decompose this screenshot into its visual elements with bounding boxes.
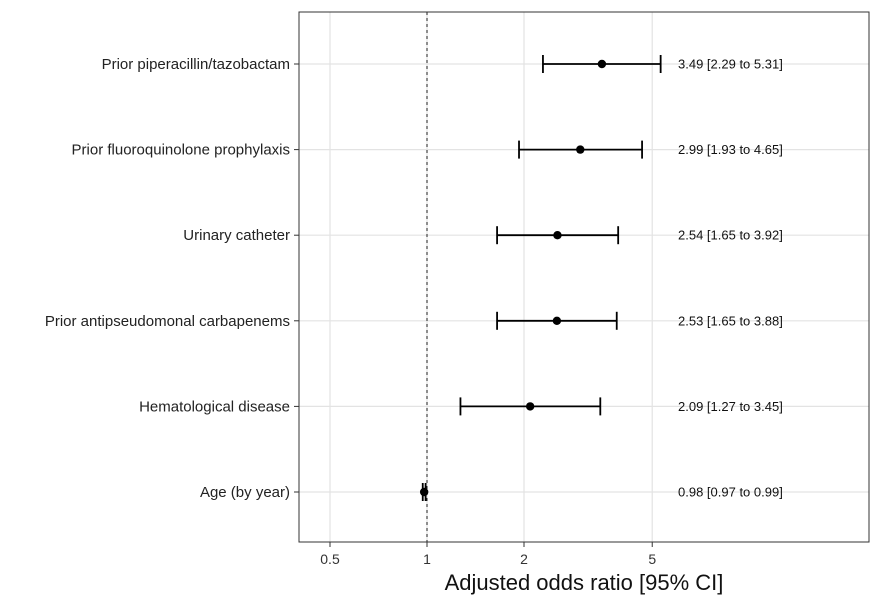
ci-text-label: 0.98 [0.97 to 0.99] [678, 485, 783, 500]
row-label: Urinary catheter [183, 227, 290, 244]
row-label: Prior antipseudomonal carbapenems [45, 313, 290, 330]
x-tick-label: 2 [520, 551, 528, 567]
row-label: Prior piperacillin/tazobactam [102, 56, 290, 73]
ci-text-label: 2.09 [1.27 to 3.45] [678, 399, 783, 414]
row-label: Age (by year) [200, 484, 290, 501]
row-labels: Prior piperacillin/tazobactam Prior fluor… [45, 56, 290, 501]
data-marks: 3.49 [2.29 to 5.31] 2.99 [1.93 to 4.65] 2.… [419, 55, 783, 501]
panel-border [298, 11, 870, 543]
odds-ratio-point [552, 316, 562, 325]
odds-ratio-point [576, 145, 585, 154]
x-tick-label: 0.5 [320, 551, 340, 567]
x-axis-title: Adjusted odds ratio [95% CI] [445, 570, 724, 595]
x-axis-ticks: 0.5 1 2 5 [294, 63, 656, 567]
odds-ratio-point [419, 487, 429, 497]
row-label: Prior fluoroquinolone prophylaxis [72, 142, 290, 159]
panel-background [299, 12, 869, 542]
x-tick-label: 1 [423, 551, 431, 567]
x-tick-label: 5 [648, 551, 656, 567]
odds-ratio-point [553, 231, 562, 240]
ci-text-label: 2.53 [1.65 to 3.88] [678, 313, 783, 328]
row-label: Hematological disease [139, 398, 290, 415]
odds-ratio-point [525, 402, 535, 411]
odds-ratio-point [597, 59, 607, 69]
ci-text-label: 3.49 [2.29 to 5.31] [678, 57, 783, 72]
ci-text-label: 2.54 [1.65 to 3.92] [678, 228, 783, 243]
ci-text-label: 2.99 [1.93 to 4.65] [678, 142, 783, 157]
